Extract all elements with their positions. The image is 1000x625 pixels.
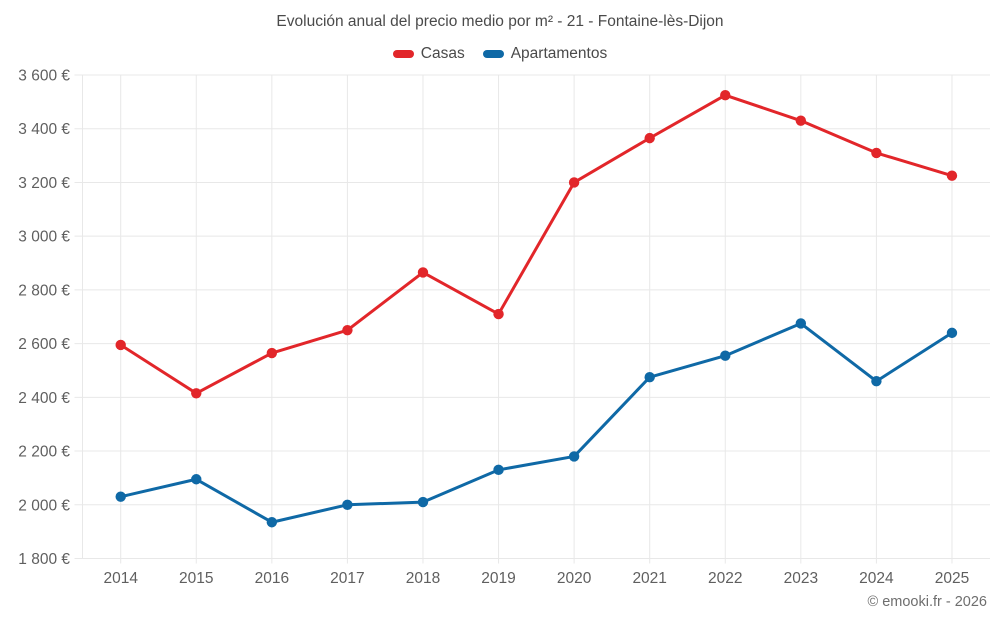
data-point-apartamentos-2023: [795, 318, 807, 329]
casas-series-swatch-icon: [392, 50, 414, 58]
y-axis-label: 3 600 €: [18, 68, 70, 85]
chart-title: Evolución anual del precio medio por m² …: [276, 13, 724, 30]
data-point-apartamentos-2021: [644, 371, 655, 383]
y-axis-label: 3 400 €: [18, 121, 70, 138]
x-axis-label: 2018: [406, 570, 440, 587]
series-line-casas: [119, 93, 954, 395]
data-point-casas-2020: [568, 177, 580, 188]
y-axis-label: 2 000 €: [18, 497, 70, 514]
x-axis-label: 2020: [557, 570, 592, 587]
y-axis-label: 2 400 €: [18, 390, 70, 407]
x-axis-label: 2017: [330, 570, 364, 587]
casas-legend-label: Casas: [420, 45, 465, 62]
x-axis-label: 2015: [179, 570, 213, 587]
apartamentos-series-swatch-icon: [482, 50, 504, 58]
x-axis-label: 2024: [859, 570, 894, 587]
legend-item-casas[interactable]: Casas: [392, 45, 465, 63]
data-point-apartamentos-2016: [266, 517, 278, 528]
data-point-apartamentos-2014: [115, 491, 126, 502]
series-line-apartamentos: [119, 321, 954, 524]
data-point-apartamentos-2017: [342, 499, 353, 510]
x-axis-label: 2019: [481, 570, 515, 587]
data-point-casas-2014: [115, 339, 126, 351]
data-point-apartamentos-2022: [720, 350, 731, 361]
x-axis-label: 2014: [103, 570, 138, 587]
data-point-apartamentos-2024: [871, 376, 882, 387]
data-point-apartamentos-2018: [417, 496, 429, 508]
data-point-casas-2022: [720, 89, 731, 101]
data-point-casas-2015: [191, 388, 202, 399]
x-axis-label: 2022: [708, 570, 742, 587]
legend-item-apartamentos[interactable]: Apartamentos: [482, 45, 608, 63]
data-point-apartamentos-2025: [946, 327, 958, 339]
data-point-casas-2018: [417, 267, 429, 278]
data-point-apartamentos-2015: [191, 474, 202, 485]
y-axis-label: 2 200 €: [18, 444, 70, 461]
x-axis-label: 2023: [784, 570, 818, 587]
y-axis-label: 2 800 €: [18, 282, 70, 299]
y-axis-label: 1 800 €: [18, 551, 70, 568]
data-point-casas-2023: [795, 115, 807, 126]
chart-legend: Casas Apartamentos: [0, 45, 1000, 63]
data-point-casas-2017: [342, 324, 353, 336]
copyright-text: © emooki.fr - 2026: [867, 594, 987, 610]
data-point-casas-2024: [871, 147, 882, 159]
data-point-apartamentos-2019: [493, 464, 504, 476]
y-axis-label: 2 600 €: [18, 336, 70, 353]
data-point-apartamentos-2020: [568, 451, 580, 462]
data-point-casas-2016: [266, 347, 278, 359]
apartamentos-legend-label: Apartamentos: [510, 45, 608, 62]
x-axis-label: 2016: [255, 570, 289, 587]
y-axis-label: 3 200 €: [18, 175, 70, 192]
data-point-casas-2021: [644, 132, 655, 144]
x-axis-label: 2021: [632, 570, 666, 587]
x-axis-label: 2025: [935, 570, 969, 587]
data-point-casas-2019: [493, 308, 504, 320]
data-point-casas-2025: [946, 170, 958, 181]
y-axis-label: 3 000 €: [18, 229, 70, 246]
